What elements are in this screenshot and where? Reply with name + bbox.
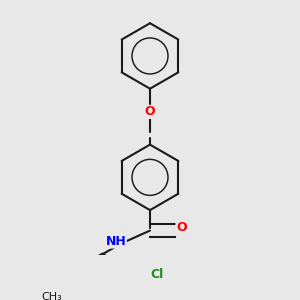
Text: NH: NH (106, 235, 126, 248)
Text: Cl: Cl (150, 268, 163, 281)
Text: CH₃: CH₃ (42, 292, 62, 300)
Text: O: O (145, 105, 155, 119)
Text: O: O (176, 221, 187, 234)
